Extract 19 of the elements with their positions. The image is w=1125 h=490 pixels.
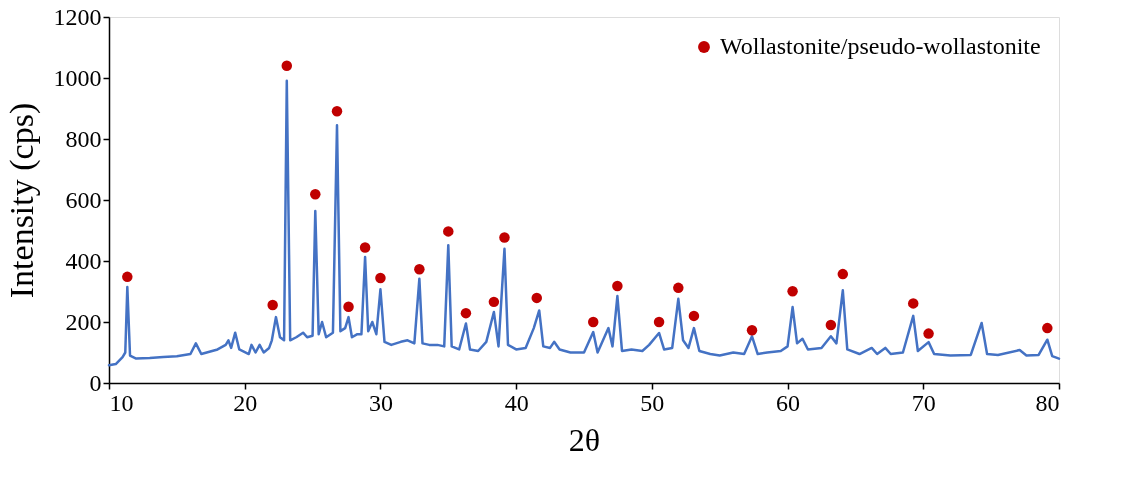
y-tick-label: 0 — [89, 369, 102, 396]
y-axis-title: Intensity (cps) — [2, 102, 41, 299]
y-tick-label: 800 — [65, 125, 102, 152]
x-tick-label: 10 — [109, 389, 134, 416]
x-tick-label: 70 — [911, 389, 936, 416]
x-axis-title: 2θ — [568, 421, 601, 458]
y-tick-label: 200 — [65, 308, 102, 335]
x-tick-label: 60 — [776, 389, 801, 416]
x-tick-label: 80 — [1035, 389, 1060, 416]
x-tick-label: 30 — [368, 389, 393, 416]
x-tick-label: 20 — [233, 389, 258, 416]
legend-label: Wollastonite/pseudo-wollastonite — [720, 33, 1041, 59]
y-tick-label: 1200 — [53, 3, 102, 30]
y-tick-label: 1000 — [53, 64, 102, 91]
x-tick-label: 50 — [640, 389, 665, 416]
y-tick-label: 400 — [65, 247, 102, 274]
x-tick-label: 40 — [504, 389, 529, 416]
line-series — [107, 79, 1061, 367]
y-tick-label: 600 — [65, 186, 102, 213]
